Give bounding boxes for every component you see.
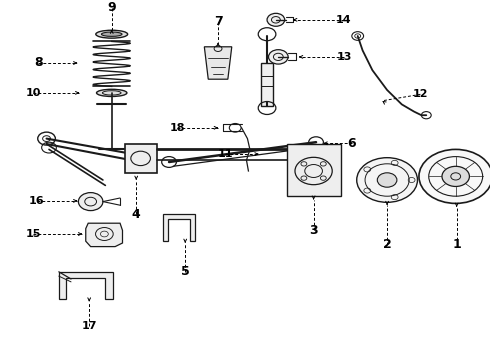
Circle shape xyxy=(419,149,490,203)
Text: 16: 16 xyxy=(29,196,45,206)
Text: 4: 4 xyxy=(132,208,141,221)
Circle shape xyxy=(377,173,397,187)
Text: 1: 1 xyxy=(452,238,461,251)
Text: 7: 7 xyxy=(214,15,222,28)
Polygon shape xyxy=(59,272,113,299)
Text: 13: 13 xyxy=(336,52,352,62)
Ellipse shape xyxy=(96,30,127,38)
Text: 18: 18 xyxy=(170,123,185,133)
Polygon shape xyxy=(163,214,195,241)
Polygon shape xyxy=(86,223,122,247)
Text: 12: 12 xyxy=(413,89,428,99)
Text: 8: 8 xyxy=(34,57,43,69)
Ellipse shape xyxy=(97,89,127,96)
Circle shape xyxy=(442,166,469,186)
Text: 9: 9 xyxy=(107,1,116,14)
Text: 10: 10 xyxy=(25,88,41,98)
Polygon shape xyxy=(125,144,157,173)
Text: 3: 3 xyxy=(309,224,318,237)
Text: 5: 5 xyxy=(181,265,190,278)
Circle shape xyxy=(78,193,103,211)
Text: 6: 6 xyxy=(347,137,356,150)
Ellipse shape xyxy=(101,32,122,36)
Circle shape xyxy=(357,158,417,202)
Bar xyxy=(261,63,273,106)
Text: 15: 15 xyxy=(25,229,41,239)
Circle shape xyxy=(267,13,285,26)
Text: 14: 14 xyxy=(336,15,352,25)
Text: 17: 17 xyxy=(81,321,97,331)
Text: 2: 2 xyxy=(383,238,392,251)
Circle shape xyxy=(269,50,288,64)
Bar xyxy=(287,144,341,196)
Polygon shape xyxy=(204,47,232,79)
Text: 11: 11 xyxy=(218,149,233,159)
